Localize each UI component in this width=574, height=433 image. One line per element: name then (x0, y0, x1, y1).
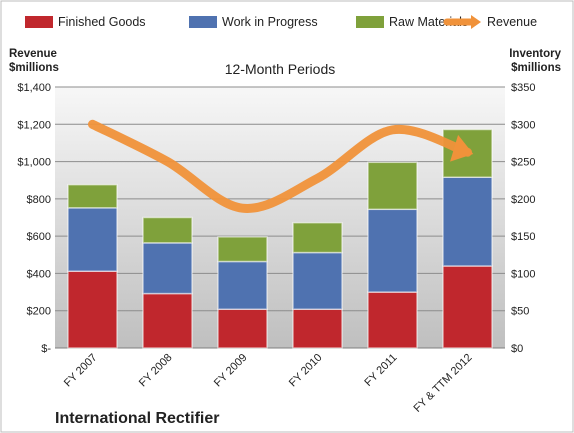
left-axis-label-line2: $millions (9, 62, 59, 74)
bar-segment-finished-goods (67, 270, 118, 349)
right-tick-label: $50 (511, 306, 529, 318)
legend-label: Work in Progress (222, 15, 318, 29)
bar-segment-finished-goods (442, 265, 493, 349)
legend-label: Revenue (487, 15, 537, 29)
right-tick-label: $0 (511, 343, 523, 355)
right-tick-label: $150 (511, 231, 535, 243)
legend-arrow-revenue (471, 15, 481, 29)
right-tick-label: $250 (511, 157, 535, 169)
bar-segment-work-in-progress (217, 260, 268, 310)
left-tick-label: $1,200 (17, 119, 51, 131)
chart-title: International Rectifier (55, 410, 219, 427)
right-tick-label: $100 (511, 268, 535, 280)
right-tick-label: $200 (511, 194, 535, 206)
bar-segment-work-in-progress (367, 208, 418, 293)
revenue-arrowhead (450, 134, 474, 162)
bar-segment-work-in-progress (442, 176, 493, 267)
left-axis-label-line1: Revenue (9, 48, 57, 60)
bar-segment-finished-goods (292, 308, 343, 349)
bar-segment-work-in-progress (67, 207, 118, 272)
left-tick-label: $200 (27, 306, 51, 318)
bar-segment-work-in-progress (292, 251, 343, 310)
left-tick-label: $400 (27, 268, 51, 280)
bar-segment-raw-materials (292, 221, 343, 254)
revenue-line (88, 119, 472, 213)
chart-subtitle: 12-Month Periods (225, 61, 336, 77)
plot-background (55, 87, 505, 348)
legend-swatch-finished-goods (25, 16, 53, 28)
left-tick-label: $800 (27, 194, 51, 206)
legend: Finished Goods Work in Progress Raw Materi… (25, 15, 537, 29)
bar-segment-work-in-progress (142, 242, 193, 295)
right-tick-label: $300 (511, 119, 535, 131)
bar-segment-finished-goods (367, 291, 418, 349)
legend-label: Finished Goods (58, 15, 146, 29)
bar-segment-raw-materials (142, 216, 193, 244)
legend-swatch-work-in-progress (189, 16, 217, 28)
left-tick-label: $600 (27, 231, 51, 243)
bar-segment-finished-goods (217, 308, 268, 349)
right-axis-label-line2: $millions (511, 62, 561, 74)
bar-segment-finished-goods (142, 292, 193, 349)
left-tick-label: $1,400 (17, 82, 51, 94)
bar-segment-raw-materials (67, 183, 118, 209)
bar-segment-raw-materials (367, 161, 418, 211)
right-axis-label-line1: Inventory (509, 48, 561, 60)
left-tick-label: $- (41, 343, 51, 355)
legend-swatch-raw-materials (356, 16, 384, 28)
bar-segment-raw-materials (217, 236, 268, 263)
right-tick-label: $350 (511, 82, 535, 94)
left-tick-label: $1,000 (17, 157, 51, 169)
